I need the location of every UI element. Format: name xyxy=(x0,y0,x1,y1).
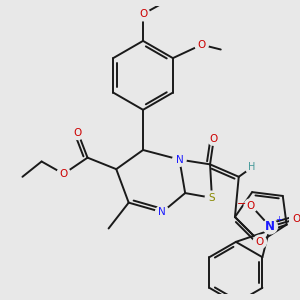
Text: S: S xyxy=(208,193,215,203)
Circle shape xyxy=(205,191,219,205)
Text: O: O xyxy=(59,169,68,179)
Circle shape xyxy=(155,206,169,219)
Circle shape xyxy=(136,8,150,21)
Text: O: O xyxy=(210,134,218,143)
Text: O: O xyxy=(139,9,147,19)
Text: N: N xyxy=(265,220,275,233)
Text: O: O xyxy=(256,237,264,247)
Circle shape xyxy=(195,38,208,51)
Circle shape xyxy=(57,167,70,181)
Text: O: O xyxy=(247,200,255,211)
Text: N: N xyxy=(176,154,183,165)
Circle shape xyxy=(263,219,278,234)
Circle shape xyxy=(244,199,258,212)
Circle shape xyxy=(71,126,85,140)
Text: O: O xyxy=(293,214,300,224)
Text: H: H xyxy=(248,162,256,172)
Text: O: O xyxy=(74,128,82,138)
Circle shape xyxy=(290,212,300,226)
Circle shape xyxy=(173,153,186,166)
Text: +: + xyxy=(275,215,282,224)
Text: −: − xyxy=(237,199,246,208)
Circle shape xyxy=(207,132,220,145)
Circle shape xyxy=(253,235,266,249)
Text: N: N xyxy=(158,207,166,217)
Text: O: O xyxy=(197,40,206,50)
Circle shape xyxy=(245,160,259,174)
